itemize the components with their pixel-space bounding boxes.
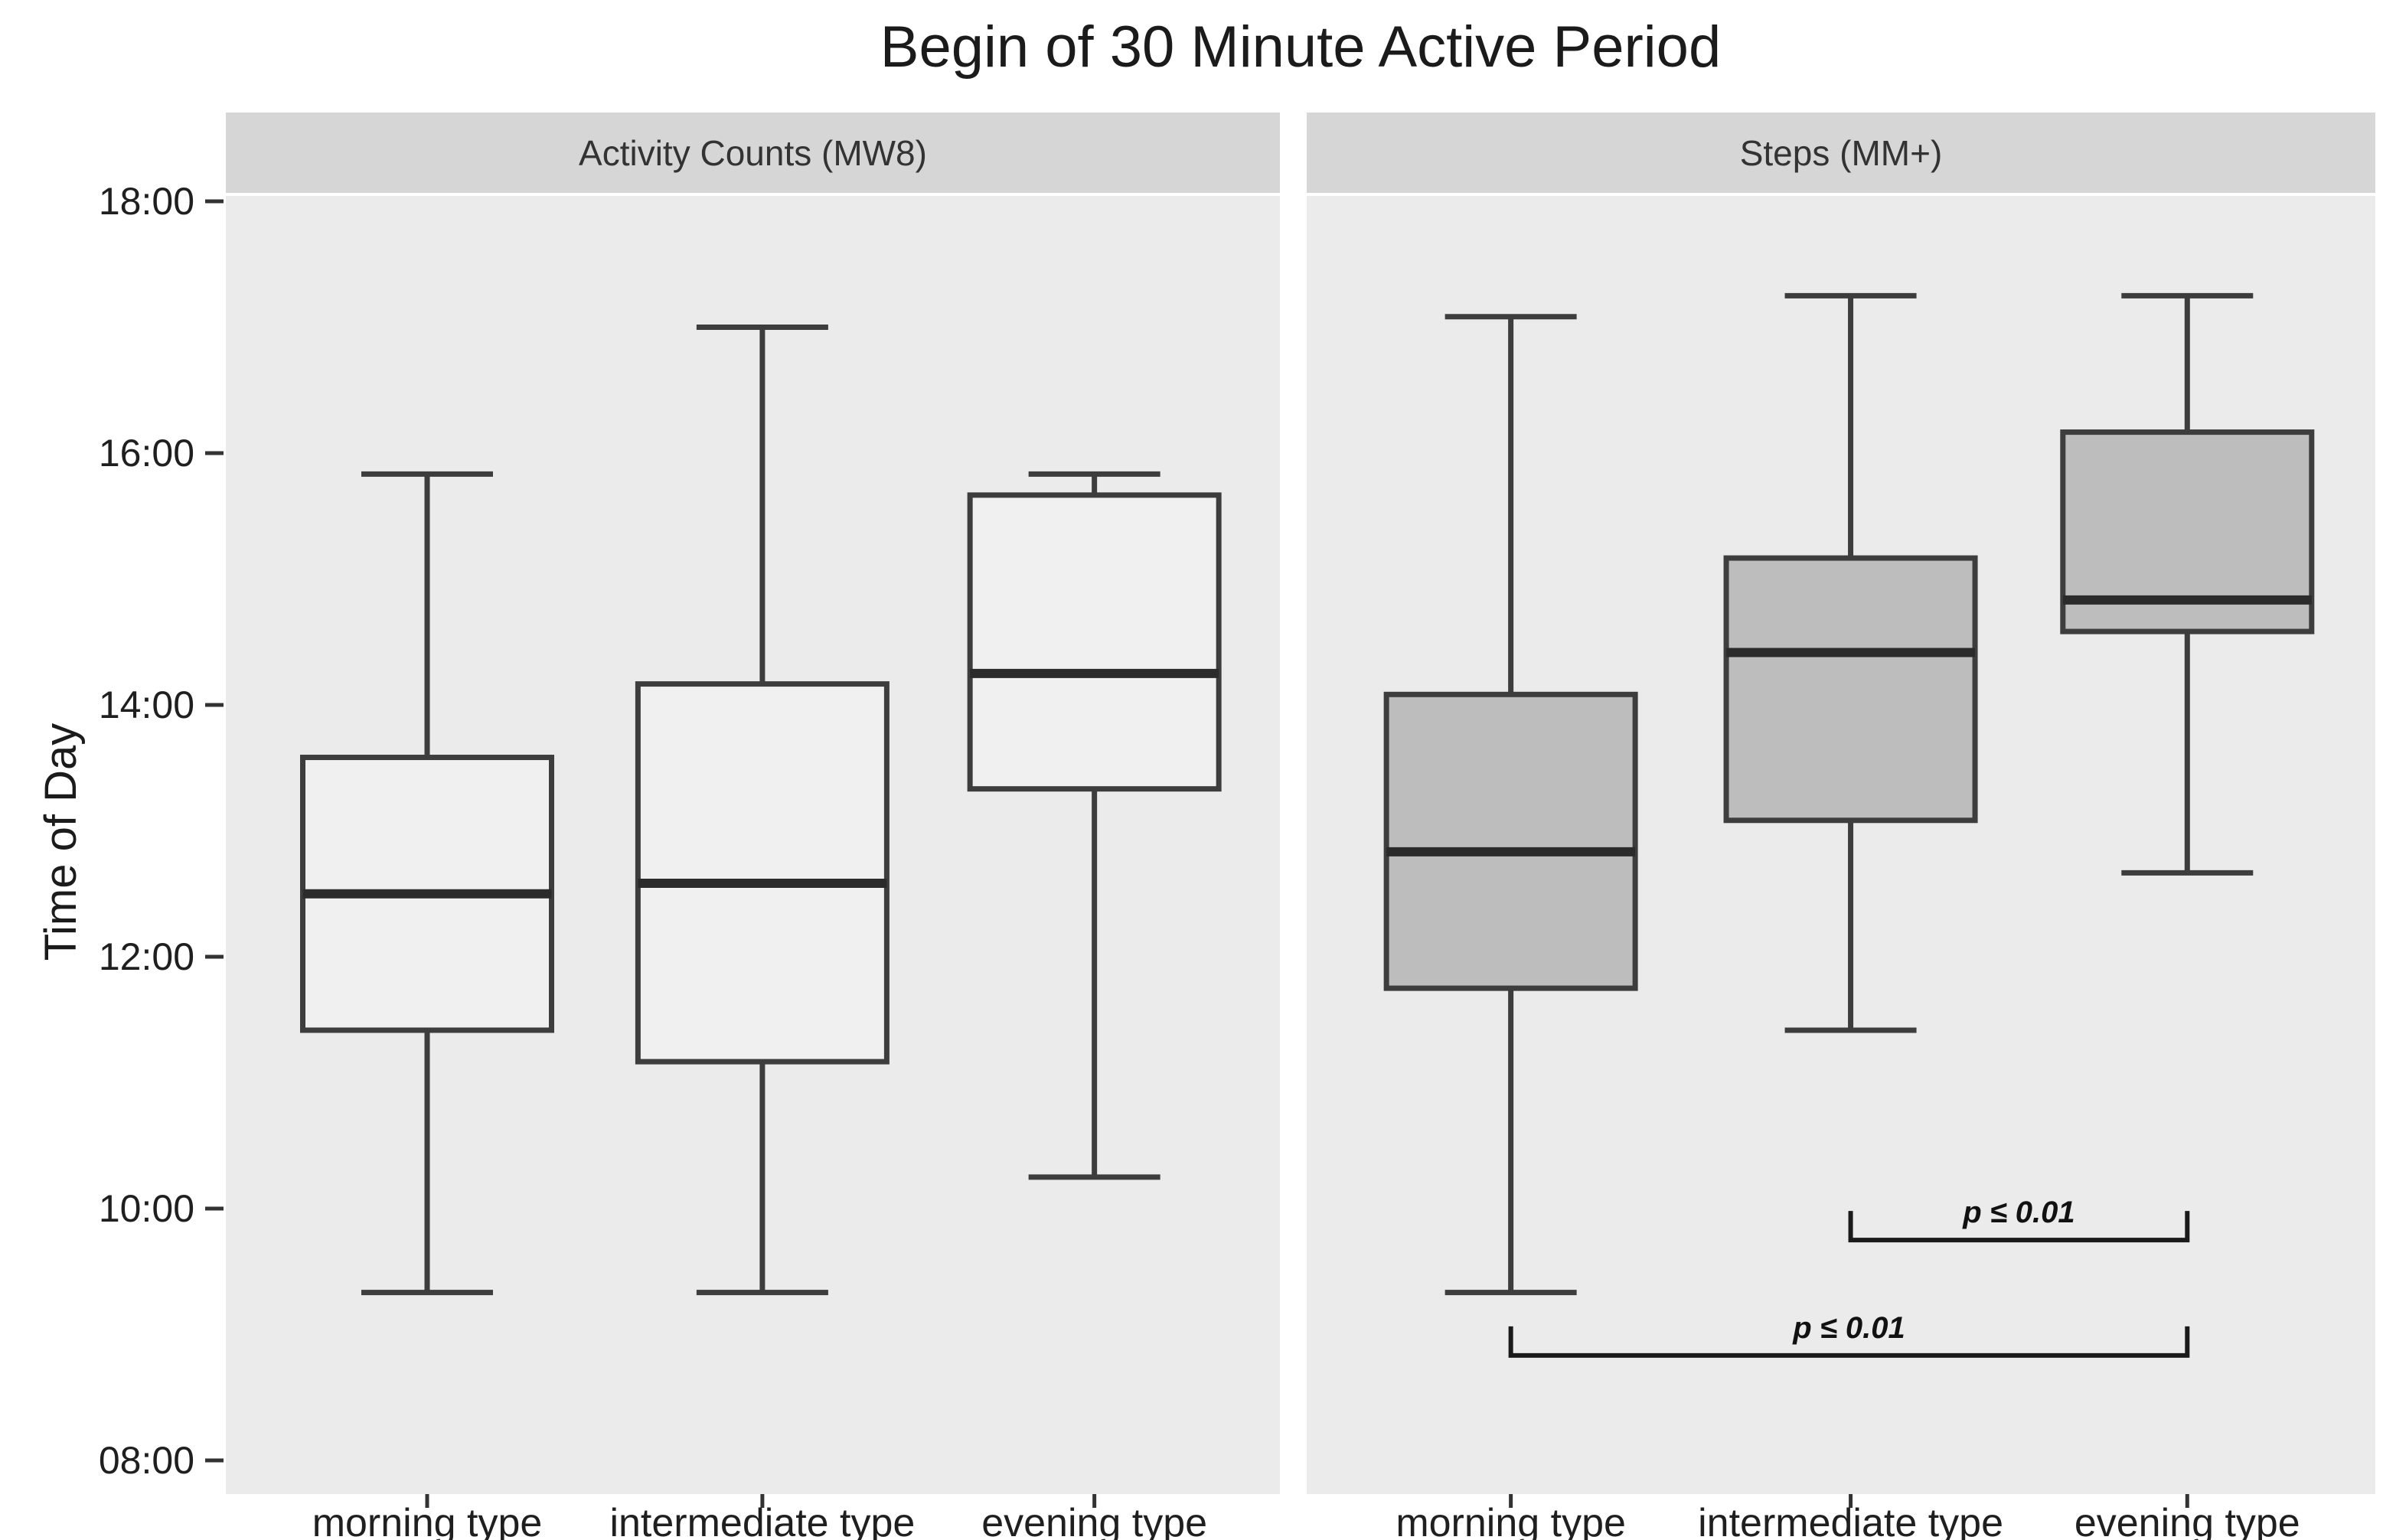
y-tick-label: 10:00 xyxy=(98,1187,194,1230)
x-category-label: intermediate type xyxy=(1698,1501,2003,1540)
x-category-label: morning type xyxy=(1396,1501,1626,1540)
boxplot-activity-intermediate-type xyxy=(635,325,890,1296)
boxplot-activity-evening-type xyxy=(967,471,1222,1180)
boxplot-steps-morning-type xyxy=(1383,314,1638,1296)
boxplot-steps-intermediate-type xyxy=(1723,292,1978,1033)
y-tick-label: 18:00 xyxy=(98,180,194,223)
chart-title: Begin of 30 Minute Active Period xyxy=(880,15,1722,80)
x-category-label: intermediate type xyxy=(609,1501,916,1540)
x-category-label: evening type xyxy=(981,1501,1208,1540)
facet-strip-activity-counts: Activity Counts (MW8) xyxy=(226,113,1280,193)
x-category-label: evening type xyxy=(2074,1501,2300,1540)
boxplot-steps-evening-type xyxy=(2060,292,2315,876)
boxplot-activity-morning-type xyxy=(300,471,555,1296)
iqr-box xyxy=(1383,691,1638,991)
y-tick-label: 14:00 xyxy=(98,684,194,726)
y-tick-label: 08:00 xyxy=(98,1439,194,1482)
significance-label: p ≤ 0.01 xyxy=(1963,1196,2075,1230)
facet-strip-label: Steps (MM+) xyxy=(1739,132,1943,173)
significance-bracket xyxy=(1848,1211,2190,1243)
facet-strip-label: Activity Counts (MW8) xyxy=(579,132,927,173)
x-category-label: morning type xyxy=(312,1501,543,1540)
iqr-box xyxy=(967,492,1222,792)
y-tick-label: 12:00 xyxy=(98,935,194,978)
significance-label: p ≤ 0.01 xyxy=(1793,1310,1905,1345)
facet-strip-steps: Steps (MM+) xyxy=(1307,113,2375,193)
iqr-box xyxy=(635,681,890,1065)
iqr-box xyxy=(1723,555,1978,824)
significance-bracket xyxy=(1508,1326,2190,1358)
y-tick-label: 16:00 xyxy=(98,432,194,475)
